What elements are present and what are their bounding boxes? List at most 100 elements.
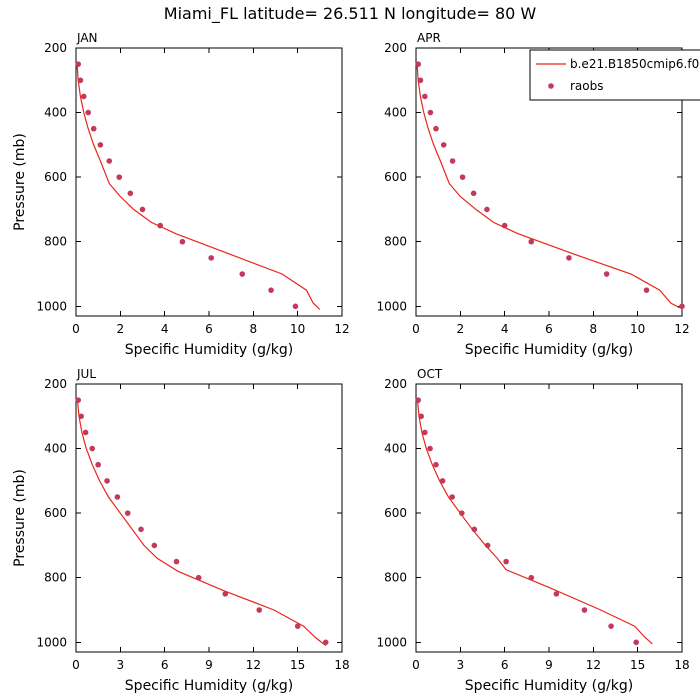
x-tick-label: 12 xyxy=(674,322,689,336)
panel-oct: 0 3 6 9 12 15 18 200 400 600 800 1000 OCT Specific Hu… xyxy=(376,367,689,694)
legend-obs-label: raobs xyxy=(570,79,604,93)
raobs-point xyxy=(75,397,82,403)
y-tick-label: 600 xyxy=(44,170,67,184)
x-tick-label: 3 xyxy=(457,658,465,672)
y-tick-label: 200 xyxy=(44,377,67,391)
raobs-point xyxy=(470,190,477,197)
x-tick-label: 0 xyxy=(412,658,420,672)
model-series-line xyxy=(76,64,321,310)
panel-apr: 0 2 4 6 8 10 12 200 400 600 800 1000 APR Specific Hum… xyxy=(376,31,689,358)
y-tick-label: 200 xyxy=(384,41,407,55)
raobs-point xyxy=(449,494,456,500)
raobs-point xyxy=(75,61,82,67)
panel-label: JUL xyxy=(76,367,96,381)
raobs-point xyxy=(528,238,535,245)
x-axis-title: Specific Humidity (g/kg) xyxy=(465,678,633,694)
x-tick-label: 12 xyxy=(334,322,349,336)
raobs-point xyxy=(415,61,422,67)
y-tick-label: 600 xyxy=(384,506,407,520)
model-series-line xyxy=(416,400,653,645)
x-tick-label: 3 xyxy=(117,658,125,672)
y-tick-label: 1000 xyxy=(376,635,407,649)
x-tick-label: 4 xyxy=(501,322,509,336)
raobs-point xyxy=(127,190,134,197)
raobs-point xyxy=(459,510,465,516)
x-tick-label: 0 xyxy=(412,322,420,336)
panel-jan: 0 2 4 6 8 10 12 200 400 600 800 1000 JAN Specific Hum… xyxy=(12,31,350,358)
x-tick-label: 10 xyxy=(630,322,645,336)
panel-label: JAN xyxy=(76,31,98,45)
raobs-point xyxy=(679,303,685,310)
legend-box xyxy=(529,49,700,101)
raobs-point xyxy=(78,413,84,420)
raobs-point xyxy=(90,125,97,132)
raobs-point xyxy=(82,429,89,436)
raobs-point xyxy=(151,542,158,549)
x-tick-label: 12 xyxy=(246,658,261,672)
x-tick-label: 9 xyxy=(545,658,553,672)
raobs-point xyxy=(459,174,466,180)
panel-label: OCT xyxy=(417,367,443,381)
legend: b.e21.B1850cmip6.f09 raobs xyxy=(529,49,700,101)
x-tick-label: 6 xyxy=(161,658,169,672)
raobs-point xyxy=(77,77,84,84)
raobs-point xyxy=(553,591,560,597)
x-tick-label: 0 xyxy=(72,322,80,336)
raobs-point xyxy=(294,623,301,629)
x-axis-title: Specific Humidity (g/kg) xyxy=(125,678,293,694)
raobs-point xyxy=(633,639,639,646)
x-tick-label: 6 xyxy=(545,322,553,336)
y-tick-label: 1000 xyxy=(36,299,67,313)
y-tick-label: 800 xyxy=(44,235,67,249)
raobs-point xyxy=(85,109,91,116)
raobs-point xyxy=(97,142,104,148)
raobs-point xyxy=(417,77,424,84)
raobs-point xyxy=(415,397,422,403)
raobs-point xyxy=(138,526,144,533)
y-tick-label: 800 xyxy=(44,571,67,585)
x-tick-label: 8 xyxy=(590,322,598,336)
raobs-point xyxy=(484,206,490,213)
x-tick-label: 18 xyxy=(334,658,349,672)
x-tick-label: 2 xyxy=(457,322,465,336)
plot-frame xyxy=(75,383,343,653)
raobs-point xyxy=(471,526,478,533)
raobs-point xyxy=(173,558,180,565)
raobs-point xyxy=(603,271,610,277)
x-tick-label: 15 xyxy=(630,658,645,672)
y-tick-label: 800 xyxy=(384,571,407,585)
raobs-point xyxy=(208,255,215,261)
y-tick-label: 600 xyxy=(44,506,67,520)
x-tick-label: 15 xyxy=(290,658,305,672)
y-tick-label: 400 xyxy=(384,106,407,120)
x-tick-label: 10 xyxy=(290,322,305,336)
y-axis-title: Pressure (mb) xyxy=(12,133,28,231)
y-tick-label: 400 xyxy=(44,106,67,120)
y-tick-label: 400 xyxy=(44,442,67,456)
raobs-point xyxy=(95,461,101,468)
y-tick-label: 200 xyxy=(44,41,67,55)
raobs-point xyxy=(195,574,202,581)
raobs-point xyxy=(114,494,121,500)
figure-title: Miami_FL latitude= 26.511 N longitude= 8… xyxy=(163,4,537,23)
raobs-point xyxy=(157,222,164,229)
model-series-line xyxy=(416,64,681,309)
raobs-point xyxy=(433,125,439,132)
model-series-line xyxy=(76,400,327,646)
raobs-point xyxy=(643,287,650,293)
raobs-point xyxy=(104,478,110,484)
y-axis-title: Pressure (mb) xyxy=(12,469,28,567)
raobs-point xyxy=(422,93,428,100)
y-tick-label: 600 xyxy=(384,170,407,184)
x-tick-label: 9 xyxy=(205,658,213,672)
raobs-point xyxy=(501,222,508,229)
raobs-point xyxy=(179,238,186,245)
y-tick-label: 1000 xyxy=(376,299,407,313)
panel-label: APR xyxy=(417,31,441,45)
raobs-point xyxy=(106,158,113,164)
raobs-point xyxy=(484,542,491,549)
y-tick-label: 400 xyxy=(384,442,407,456)
raobs-point xyxy=(433,461,439,468)
x-tick-label: 6 xyxy=(205,322,213,336)
legend-model-label: b.e21.B1850cmip6.f09 xyxy=(570,57,700,71)
